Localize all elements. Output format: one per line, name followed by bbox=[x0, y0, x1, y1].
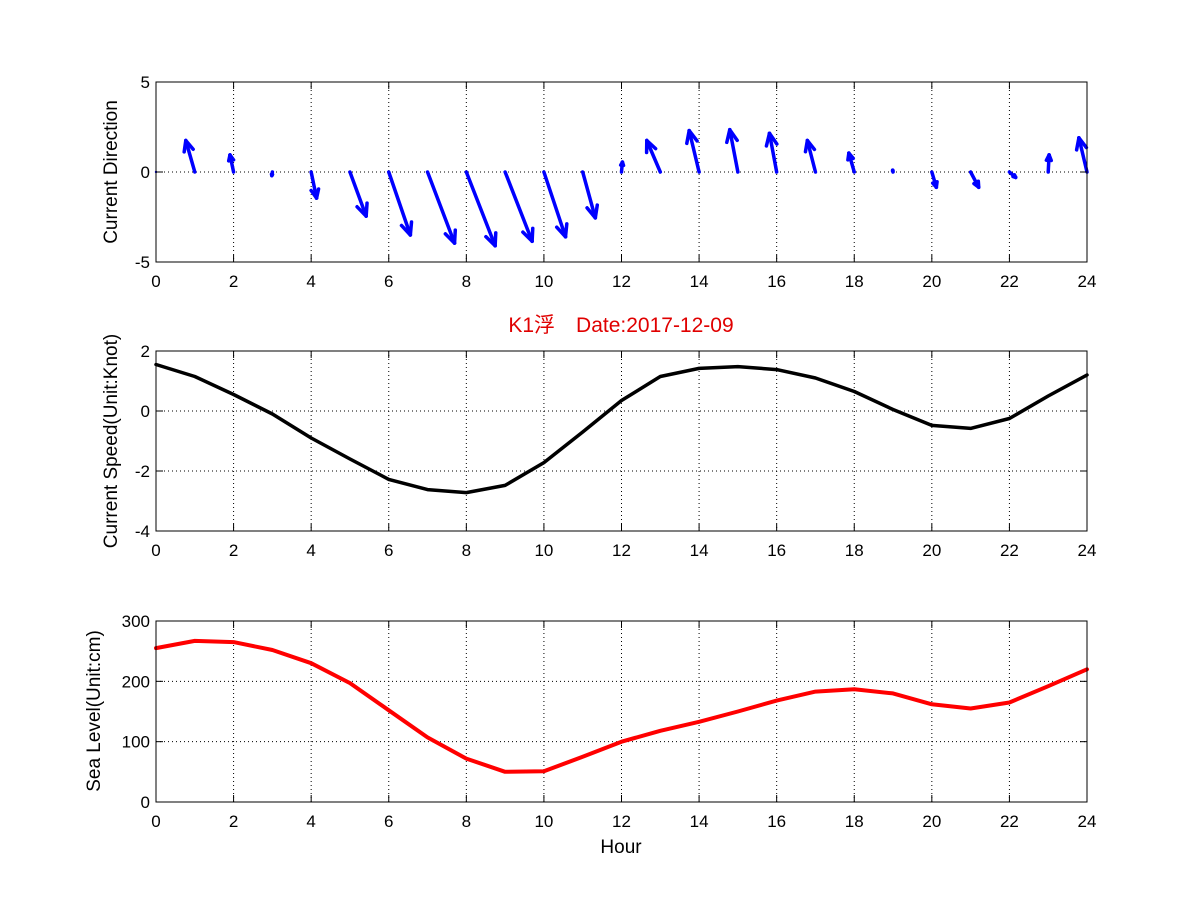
current-direction-xtick-label: 4 bbox=[306, 272, 315, 291]
sea-level-xtick-label: 20 bbox=[922, 812, 941, 831]
current-arrow bbox=[464, 170, 498, 248]
current-arrow bbox=[503, 170, 535, 244]
current-direction-xtick-label: 0 bbox=[151, 272, 160, 291]
current-speed-xtick-label: 4 bbox=[306, 541, 315, 560]
current-speed-ytick-label: -2 bbox=[135, 462, 150, 481]
sea-level-ytick-label: 100 bbox=[122, 733, 150, 752]
current-arrow bbox=[803, 138, 818, 174]
sea-level-xtick-label: 16 bbox=[767, 812, 786, 831]
current-arrow bbox=[542, 170, 569, 239]
current-direction-xtick-label: 8 bbox=[462, 272, 471, 291]
current-arrow bbox=[580, 170, 600, 220]
current-direction-panel: 0 2 4 6 8 10 12 14 16 18 20 22 24-505 Current Direct… bbox=[101, 73, 1096, 291]
current-arrow bbox=[644, 138, 663, 174]
current-speed-title: K1浮 Date:2017-12-09 bbox=[508, 314, 733, 337]
current-direction-xtick-label: 22 bbox=[1000, 272, 1019, 291]
current-direction-xtick-label: 12 bbox=[612, 272, 631, 291]
current-speed-xtick-label: 22 bbox=[1000, 541, 1019, 560]
current-speed-ylabel: Current Speed(Unit:Knot) bbox=[101, 334, 122, 548]
sea-level-xtick-label: 24 bbox=[1078, 812, 1097, 831]
sea-level-xtick-label: 22 bbox=[1000, 812, 1019, 831]
sea-level-ytick-label: 0 bbox=[141, 793, 150, 812]
current-speed-xtick-label: 18 bbox=[845, 541, 864, 560]
sea-level-ytick-label: 300 bbox=[122, 612, 150, 631]
current-arrow bbox=[226, 153, 236, 174]
current-arrow bbox=[309, 170, 321, 200]
current-direction-ytick-label: -5 bbox=[135, 253, 150, 272]
current-arrow bbox=[930, 170, 939, 190]
current-speed-xtick-label: 16 bbox=[767, 541, 786, 560]
current-direction-arrows bbox=[154, 127, 1089, 248]
sea-level-ylabel: Sea Level(Unit:cm) bbox=[84, 630, 105, 792]
current-speed-series bbox=[154, 362, 1089, 495]
current-arrow bbox=[685, 128, 701, 174]
current-arrow bbox=[387, 170, 414, 237]
current-arrow bbox=[269, 170, 275, 178]
current-speed-xtick-label: 8 bbox=[462, 541, 471, 560]
current-direction-xtick-label: 24 bbox=[1078, 272, 1097, 291]
current-arrow bbox=[968, 170, 981, 190]
current-speed-xtick-label: 20 bbox=[922, 541, 941, 560]
sea-level-ytick-label: 200 bbox=[122, 672, 150, 691]
current-direction-ylabel: Current Direction bbox=[101, 100, 122, 244]
sea-level-xtick-label: 12 bbox=[612, 812, 631, 831]
sea-level-xtick-label: 2 bbox=[229, 812, 238, 831]
current-speed-xtick-label: 0 bbox=[151, 541, 160, 560]
current-arrow bbox=[618, 160, 626, 174]
sea-level-xtick-label: 8 bbox=[462, 812, 471, 831]
current-speed-ytick-label: 2 bbox=[141, 342, 150, 361]
current-arrow bbox=[425, 170, 458, 245]
sea-level-xtick-label: 4 bbox=[306, 812, 315, 831]
sea-level-line bbox=[154, 638, 1089, 774]
current-arrow bbox=[725, 127, 740, 174]
current-speed-line bbox=[154, 362, 1089, 495]
current-arrow bbox=[764, 131, 779, 174]
sea-level-xtick-label: 6 bbox=[384, 812, 393, 831]
sea-level-xtick-label: 18 bbox=[845, 812, 864, 831]
sea-level-series bbox=[154, 638, 1089, 774]
current-direction-ytick-label: 0 bbox=[141, 163, 150, 182]
current-direction-xtick-label: 10 bbox=[534, 272, 553, 291]
current-speed-ytick-label: 0 bbox=[141, 402, 150, 421]
current-direction-xtick-label: 6 bbox=[384, 272, 393, 291]
current-arrow bbox=[182, 138, 197, 174]
current-arrow bbox=[846, 151, 856, 174]
current-direction-xtick-label: 2 bbox=[229, 272, 238, 291]
current-speed-xtick-label: 2 bbox=[229, 541, 238, 560]
current-speed-xtick-label: 14 bbox=[690, 541, 709, 560]
sea-level-xlabel: Hour bbox=[600, 837, 642, 858]
current-speed-panel: K1浮 Date:2017-12-09 0 2 4 6 8 10 12 14 16 18 20 22 2… bbox=[101, 314, 1096, 560]
current-speed-xtick-label: 12 bbox=[612, 541, 631, 560]
current-arrow bbox=[890, 168, 895, 174]
sea-level-xtick-label: 10 bbox=[534, 812, 553, 831]
current-speed-ytick-label: -4 bbox=[135, 522, 150, 541]
current-speed-xtick-label: 10 bbox=[534, 541, 553, 560]
current-speed-xtick-label: 6 bbox=[384, 541, 393, 560]
current-arrow bbox=[348, 170, 369, 218]
current-direction-xtick-label: 20 bbox=[922, 272, 941, 291]
current-direction-xtick-label: 14 bbox=[690, 272, 709, 291]
current-arrow bbox=[1007, 170, 1018, 180]
current-direction-xtick-label: 18 bbox=[845, 272, 864, 291]
sea-level-xtick-label: 14 bbox=[690, 812, 709, 831]
current-speed-xtick-label: 24 bbox=[1078, 541, 1097, 560]
current-arrow bbox=[1074, 136, 1089, 174]
current-speed-ticks: 0 2 4 6 8 10 12 14 16 18 20 22 24-4-202 bbox=[135, 342, 1097, 560]
current-direction-ticks: 0 2 4 6 8 10 12 14 16 18 20 22 24-505 bbox=[135, 73, 1097, 291]
current-direction-ytick-label: 5 bbox=[141, 73, 150, 92]
current-arrow bbox=[1044, 153, 1054, 174]
current-direction-xtick-label: 16 bbox=[767, 272, 786, 291]
sea-level-xtick-label: 0 bbox=[151, 812, 160, 831]
